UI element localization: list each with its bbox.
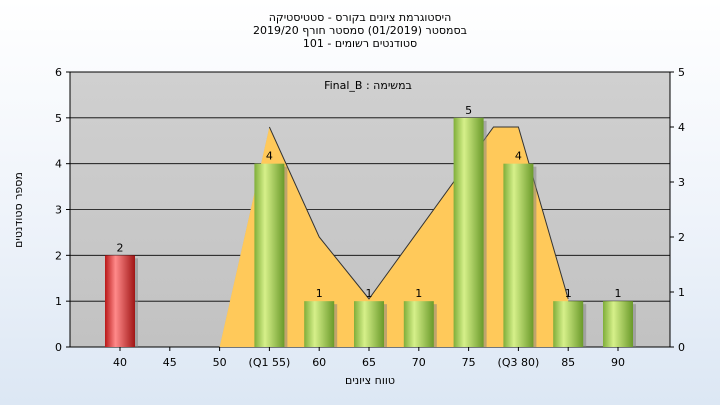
bar — [403, 301, 434, 347]
y2-tick-label: 4 — [678, 121, 685, 134]
x-tick-label: (Q1 55) — [249, 356, 291, 369]
x-tick-label: 45 — [163, 356, 177, 369]
x-tick-label: 90 — [611, 356, 625, 369]
chart-title-line-1: היסטוגרמת ציונים בקורס - סטטיסטיקה — [269, 11, 452, 24]
x-tick-label: 75 — [462, 356, 476, 369]
y-axis-title: מספר סטודנטים — [12, 172, 25, 248]
x-tick-label: (Q3 80) — [498, 356, 540, 369]
x-tick-label: 60 — [312, 356, 326, 369]
bar — [304, 301, 335, 347]
bar-value-label: 1 — [415, 287, 422, 300]
bar — [105, 255, 135, 347]
task-annotation: Final_B : במשימה — [324, 79, 412, 92]
overlay-line — [268, 126, 569, 300]
x-axis-ticks: 40 45 50 (Q1 55) 60 65 70 75 (Q3 80) 85 90 — [113, 347, 625, 369]
bar-value-label: 4 — [266, 150, 273, 163]
y2-tick-label: 5 — [678, 66, 685, 79]
bar-value-label: 5 — [465, 104, 472, 117]
y-tick-label: 1 — [55, 295, 62, 308]
y2-tick-label: 2 — [678, 231, 685, 244]
bar — [553, 301, 584, 347]
bar-value-label: 1 — [565, 287, 572, 300]
x-tick-label: 40 — [113, 356, 127, 369]
y-tick-label: 4 — [55, 158, 62, 171]
x-tick-label: 85 — [561, 356, 575, 369]
bar-value-label: 1 — [615, 287, 622, 300]
bar — [503, 163, 534, 347]
bar-labels: 2 4 1 1 1 5 4 1 1 — [117, 104, 622, 300]
bar-value-label: 2 — [117, 241, 124, 254]
chart-titles: היסטוגרמת ציונים בקורס - סטטיסטיקה בסמסט… — [253, 11, 467, 50]
y2-tick-label: 1 — [678, 286, 685, 299]
bar — [354, 301, 384, 347]
chart-title-line-3: סטודנטים רשומים - 101 — [303, 37, 417, 50]
x-tick-label: 50 — [213, 356, 227, 369]
chart-title-line-2: בסמסטר (01/2019) סמסטר חורף 2019/20 — [253, 24, 467, 37]
y2-tick-label: 0 — [678, 341, 685, 354]
bars — [105, 117, 636, 347]
y2-tick-label: 3 — [678, 176, 685, 189]
bar-value-label: 4 — [515, 150, 522, 163]
y-tick-label: 3 — [55, 204, 62, 217]
y-tick-label: 6 — [55, 66, 62, 79]
y-axis-ticks: 0 1 2 3 4 5 6 — [55, 66, 70, 354]
y2-axis-ticks: 0 1 2 3 4 5 — [670, 66, 685, 354]
y-tick-label: 5 — [55, 112, 62, 125]
x-tick-label: 70 — [412, 356, 426, 369]
bar — [453, 117, 484, 347]
bar — [603, 301, 633, 347]
y-tick-label: 2 — [55, 249, 62, 262]
bar-value-label: 1 — [366, 287, 373, 300]
bar — [254, 163, 285, 347]
x-axis-title: טווח ציונים — [345, 374, 395, 387]
y-tick-label: 0 — [55, 341, 62, 354]
x-tick-label: 65 — [362, 356, 376, 369]
bar-value-label: 1 — [316, 287, 323, 300]
